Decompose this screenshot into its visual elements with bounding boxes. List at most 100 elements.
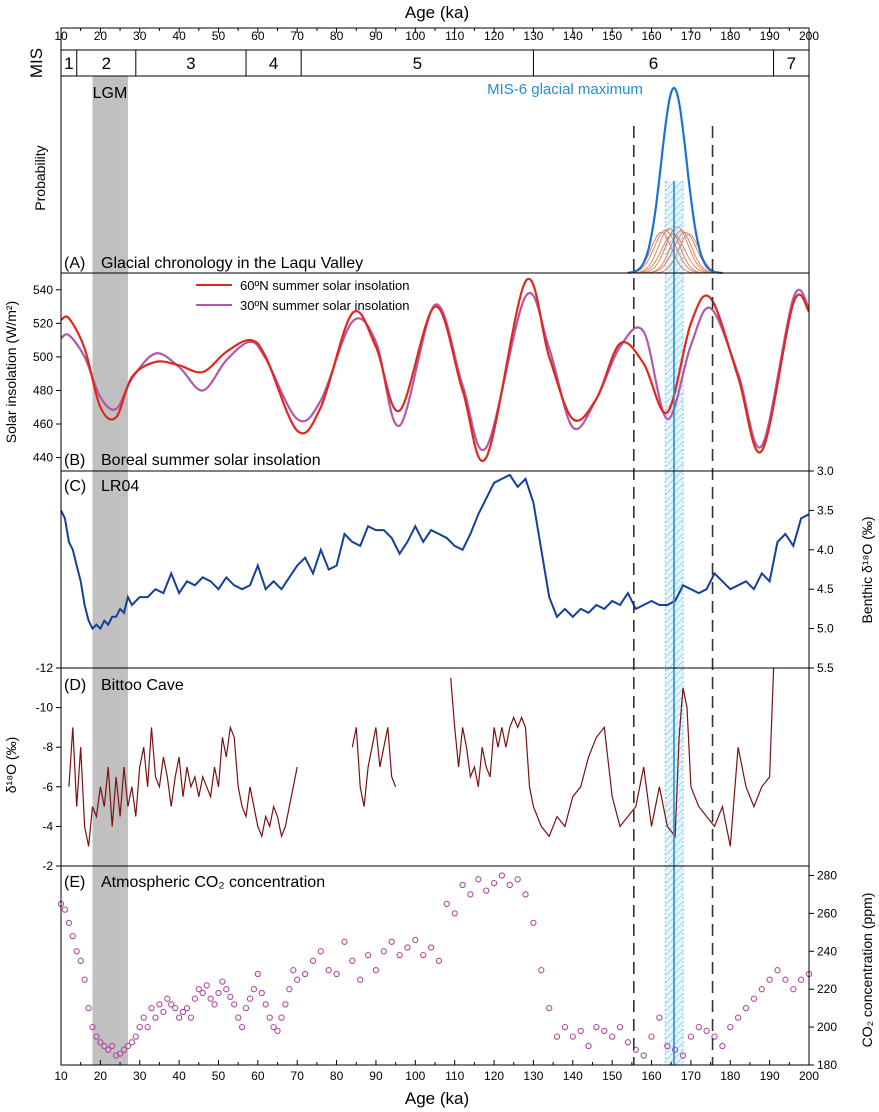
bottom-tick-label-110: 110 xyxy=(445,1069,464,1083)
panel-e-y-tick-label-280: 280 xyxy=(817,868,837,882)
co2-point xyxy=(790,986,797,993)
co2-point xyxy=(101,1042,108,1050)
top-tick-label-100: 100 xyxy=(405,29,425,43)
panel-b-legend: 60ºN summer solar insolation 30ºN summer… xyxy=(196,278,409,313)
panel-b-y-tick-label-440: 440 xyxy=(33,451,53,465)
co2-point xyxy=(396,951,403,959)
co2-point xyxy=(624,1039,632,1046)
co2-point xyxy=(203,982,210,989)
co2-point xyxy=(656,1014,663,1021)
panel-b-y-tick-label-540: 540 xyxy=(33,283,53,297)
co2-point xyxy=(774,967,781,974)
co2-point xyxy=(120,1046,128,1053)
panel-b-y-tick-label-500: 500 xyxy=(33,350,53,364)
mis-label: MIS xyxy=(27,48,46,78)
co2-point xyxy=(467,891,474,898)
axes-layer: 1 2 3 4 5 6 7 10 10 20 20 30 30 40 40 50 50 60 60 70 70 80 80 9… xyxy=(33,27,837,1083)
co2-point xyxy=(227,993,234,1000)
panel-d-y-tick-label--12: -12 xyxy=(36,661,54,675)
outer-frame xyxy=(60,27,810,1066)
co2-point xyxy=(199,989,206,997)
co2-point xyxy=(664,1042,671,1050)
bottom-tick-label-160: 160 xyxy=(642,1069,662,1083)
co2-point xyxy=(85,1004,92,1012)
co2-point xyxy=(136,1023,143,1031)
bittoo-segment-1 xyxy=(68,725,298,847)
co2-point xyxy=(372,967,380,974)
overlay-lines xyxy=(633,126,714,1065)
co2-point xyxy=(301,970,309,978)
co2-point xyxy=(172,1004,179,1012)
co2-point xyxy=(483,887,490,894)
panel-d-y-tick-label--4: -4 xyxy=(42,819,53,833)
legend-30n-label: 30ºN summer solar insolation xyxy=(240,298,409,313)
co2-point xyxy=(175,1014,183,1021)
panel-c-y-tick-label-4.0: 4.0 xyxy=(817,543,834,557)
panel-e-y-tick-label-260: 260 xyxy=(817,906,837,920)
co2-point xyxy=(601,1027,608,1035)
mis-stage-4: 4 xyxy=(269,54,278,73)
co2-point xyxy=(89,1023,96,1031)
panel-d-ylabel: δ¹⁸O (‰) xyxy=(3,737,19,793)
bottom-tick-label-200: 200 xyxy=(799,1069,819,1083)
top-tick-label-50: 50 xyxy=(212,29,226,43)
co2-point xyxy=(183,1004,191,1012)
panel-d-y-tick-label--6: -6 xyxy=(42,780,53,794)
probability-curve-7 xyxy=(639,231,730,274)
co2-point xyxy=(420,951,427,959)
co2-point xyxy=(282,1001,289,1008)
co2-point xyxy=(412,936,419,944)
mis-stage-2: 2 xyxy=(102,54,111,73)
panel-b-letter: (B) xyxy=(64,452,85,469)
lgm-label: LGM xyxy=(93,85,128,102)
co2-point xyxy=(364,951,372,959)
bottom-tick-label-60: 60 xyxy=(251,1069,265,1083)
top-tick-label-120: 120 xyxy=(484,29,504,43)
bottom-axis-title: Age (ka) xyxy=(405,1089,469,1108)
co2-point xyxy=(219,978,226,985)
bittoo-segment-2 xyxy=(351,727,397,807)
co2-point xyxy=(77,957,84,964)
co2-point xyxy=(160,1008,167,1016)
panel-c-y-tick-label-4.5: 4.5 xyxy=(817,582,834,596)
co2-point xyxy=(156,1001,163,1008)
co2-point xyxy=(711,1033,718,1040)
co2-point xyxy=(703,1027,710,1035)
co2-point xyxy=(341,938,348,945)
co2-point xyxy=(357,976,364,983)
co2-point xyxy=(223,986,230,993)
panel-a-title: Glacial chronology in the Laqu Valley xyxy=(101,255,363,272)
co2-point xyxy=(309,957,317,964)
co2-point xyxy=(286,986,293,993)
co2-point xyxy=(238,1023,246,1031)
panel-c-y-tick-label-3.5: 3.5 xyxy=(817,503,834,517)
co2-point xyxy=(211,1001,218,1008)
co2-point xyxy=(168,1001,175,1008)
co2-point xyxy=(687,1033,695,1040)
mis-stage-1: 1 xyxy=(64,54,73,73)
co2-point xyxy=(459,881,466,889)
bottom-tick-label-100: 100 xyxy=(405,1069,425,1083)
probability-curve-3 xyxy=(626,228,712,274)
co2-point xyxy=(187,1014,195,1021)
panel-b-ylabel: Solar insolation (W/m²) xyxy=(3,301,19,443)
co2-point xyxy=(132,1033,139,1040)
probability-curve-4 xyxy=(627,233,719,274)
co2-point xyxy=(179,1008,187,1016)
bottom-tick-label-130: 130 xyxy=(523,1069,543,1083)
co2-point xyxy=(577,1027,584,1035)
panel-c-y-tick-label-3.0: 3.0 xyxy=(817,464,834,478)
co2-point xyxy=(140,1014,147,1021)
bottom-tick-label-40: 40 xyxy=(172,1069,186,1083)
co2-point xyxy=(490,879,498,887)
panel-e-y-tick-label-220: 220 xyxy=(817,982,837,996)
co2-point xyxy=(750,995,758,1002)
top-tick-label-10: 10 xyxy=(54,29,68,43)
co2-point xyxy=(250,986,258,993)
bottom-tick-label-190: 190 xyxy=(760,1069,780,1083)
co2-point xyxy=(207,995,214,1002)
panel-c-lr04 xyxy=(60,473,810,631)
co2-point xyxy=(109,1042,116,1050)
co2-point xyxy=(191,995,199,1002)
co2-point xyxy=(294,976,301,983)
